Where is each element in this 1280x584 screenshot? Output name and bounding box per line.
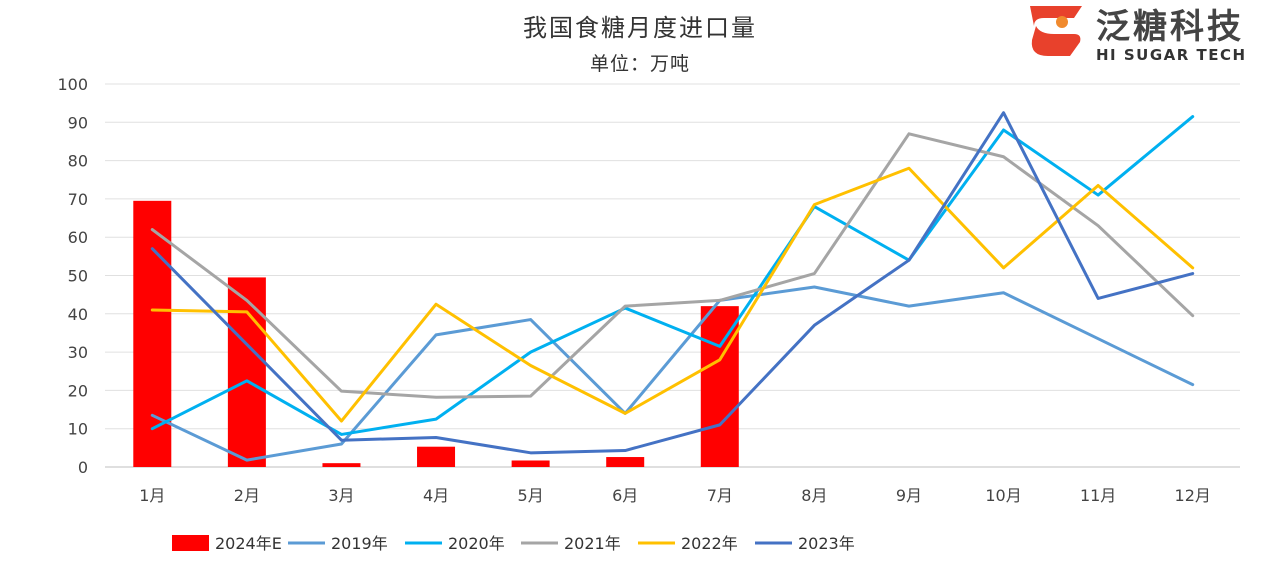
bar: [606, 457, 645, 467]
series-line: [150, 132, 1195, 399]
y-tick-label: 20: [68, 381, 88, 400]
chart-subtitle: 单位：万吨: [590, 53, 690, 75]
x-axis: 1月 2月 3月 4月 5月 6月 7月 8月 9月 10月 11月 12月: [139, 486, 1211, 505]
series-line: [150, 285, 1195, 462]
legend-label: 2021年: [564, 534, 621, 553]
legend-label: 2023年: [798, 534, 855, 553]
bar: [227, 277, 266, 467]
y-tick-label: 10: [68, 420, 88, 439]
legend: 2024年E 2019年 2020年 2021年 2022年 2023年: [172, 534, 855, 553]
bar: [511, 460, 550, 467]
x-tick-label: 10月: [985, 486, 1021, 505]
x-tick-label: 11月: [1080, 486, 1116, 505]
y-tick-label: 50: [68, 267, 88, 286]
x-tick-label: 5月: [518, 486, 544, 505]
y-tick-label: 40: [68, 305, 88, 324]
x-tick-label: 4月: [423, 486, 449, 505]
y-tick-label: 70: [68, 190, 88, 209]
grid: [105, 83, 1240, 468]
chart-title: 我国食糖月度进口量: [523, 14, 757, 42]
series-line: [150, 166, 1195, 423]
y-tick-label: 100: [57, 75, 88, 94]
logo-name-cn: 泛糖科技: [1096, 7, 1244, 47]
legend-label: 2019年: [331, 534, 388, 553]
legend-label: 2020年: [448, 534, 505, 553]
x-tick-label: 8月: [801, 486, 827, 505]
y-tick-label: 0: [78, 458, 88, 477]
legend-label: 2024年E: [215, 534, 282, 553]
x-tick-label: 9月: [896, 486, 922, 505]
line-series: [150, 111, 1195, 462]
bar: [322, 463, 361, 467]
y-tick-label: 60: [68, 228, 88, 247]
legend-label: 2022年: [681, 534, 738, 553]
y-axis: 0 10 20 30 40 50 60 70 80 90 100: [57, 75, 88, 477]
x-tick-label: 12月: [1175, 486, 1211, 505]
bar: [700, 306, 739, 467]
y-tick-label: 30: [68, 343, 88, 362]
x-tick-label: 1月: [139, 486, 165, 505]
series-line: [150, 111, 1195, 455]
x-tick-label: 3月: [328, 486, 354, 505]
legend-swatch-bar: [172, 535, 209, 551]
x-tick-label: 2月: [234, 486, 260, 505]
logo-name-en: HI SUGAR TECH: [1096, 46, 1247, 64]
logo: 泛糖科技 HI SUGAR TECH: [1030, 6, 1247, 64]
y-tick-label: 90: [68, 113, 88, 132]
logo-mark-icon: [1030, 6, 1082, 56]
y-tick-label: 80: [68, 152, 88, 171]
x-tick-label: 6月: [612, 486, 638, 505]
bar: [417, 446, 456, 467]
x-tick-label: 7月: [707, 486, 733, 505]
